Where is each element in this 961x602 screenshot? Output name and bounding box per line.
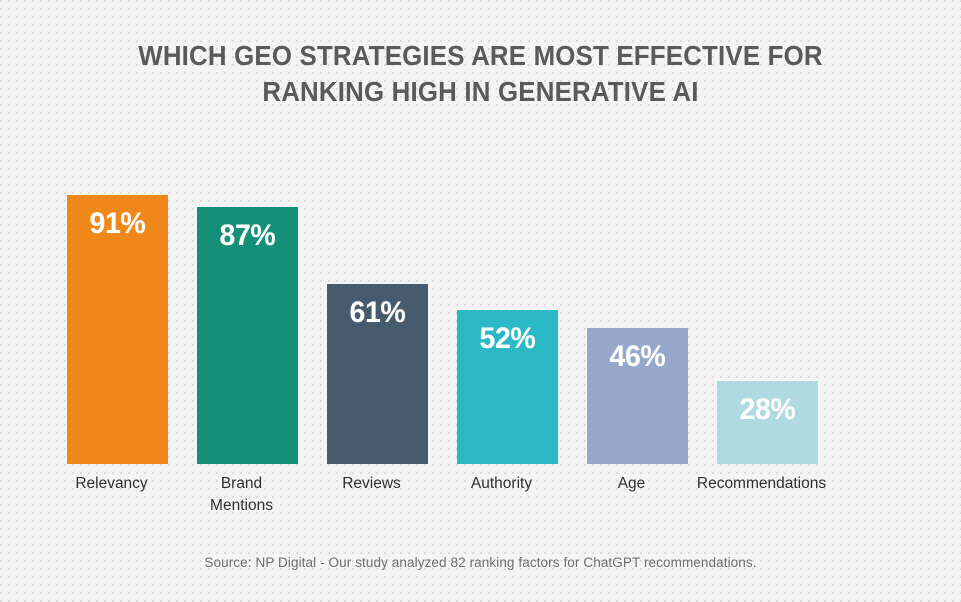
category-label-recommendations: Recommendations (696, 474, 827, 492)
category-label-age: Age (617, 474, 646, 492)
page-title: WHICH GEO STRATEGIES ARE MOST EFFECTIVE … (138, 40, 823, 107)
bar-value-relevancy: 91% (89, 207, 146, 241)
bar-age[interactable]: 46% (587, 327, 688, 464)
category-label-brand-mentions: Brand Mentions (210, 474, 273, 514)
category-label-authority: Authority (470, 474, 533, 492)
bar-value-reviews: 61% (349, 295, 406, 329)
bar-slot-age: 46% (573, 327, 703, 464)
bar-slot-reviews: 61% (313, 283, 443, 464)
bar-reviews[interactable]: 61% (327, 283, 428, 464)
category-axis-labels: Relevancy Brand Mentions Reviews Authori… (35, 473, 927, 517)
bar-slot-authority: 52% (443, 310, 573, 464)
bar-value-age: 46% (609, 339, 666, 373)
bar-recommendations[interactable]: 28% (717, 380, 818, 464)
source-note: Source: NP Digital - Our study analyzed … (204, 555, 757, 570)
bar-authority[interactable]: 52% (457, 310, 558, 464)
bar-relevancy[interactable]: 91% (67, 195, 168, 464)
bar-value-authority: 52% (479, 322, 536, 356)
bar-slot-relevancy: 91% (53, 195, 183, 464)
footer: Source: NP Digital - Our study analyzed … (0, 555, 961, 570)
bar-series: 91% 87% 61% 52% 46% (41, 164, 921, 464)
category-label-reviews: Reviews (342, 474, 401, 492)
bar-value-recommendations: 28% (739, 392, 796, 426)
plot-area: 91% 87% 61% 52% 46% (41, 124, 921, 464)
bar-value-brand-mentions: 87% (219, 218, 276, 252)
bar-slot-recommendations: 28% (703, 380, 833, 464)
bar-slot-brand-mentions: 87% (183, 206, 313, 464)
category-label-relevancy: Relevancy (75, 474, 148, 492)
title-block: WHICH GEO STRATEGIES ARE MOST EFFECTIVE … (0, 38, 961, 110)
bar-brand-mentions[interactable]: 87% (197, 206, 298, 464)
